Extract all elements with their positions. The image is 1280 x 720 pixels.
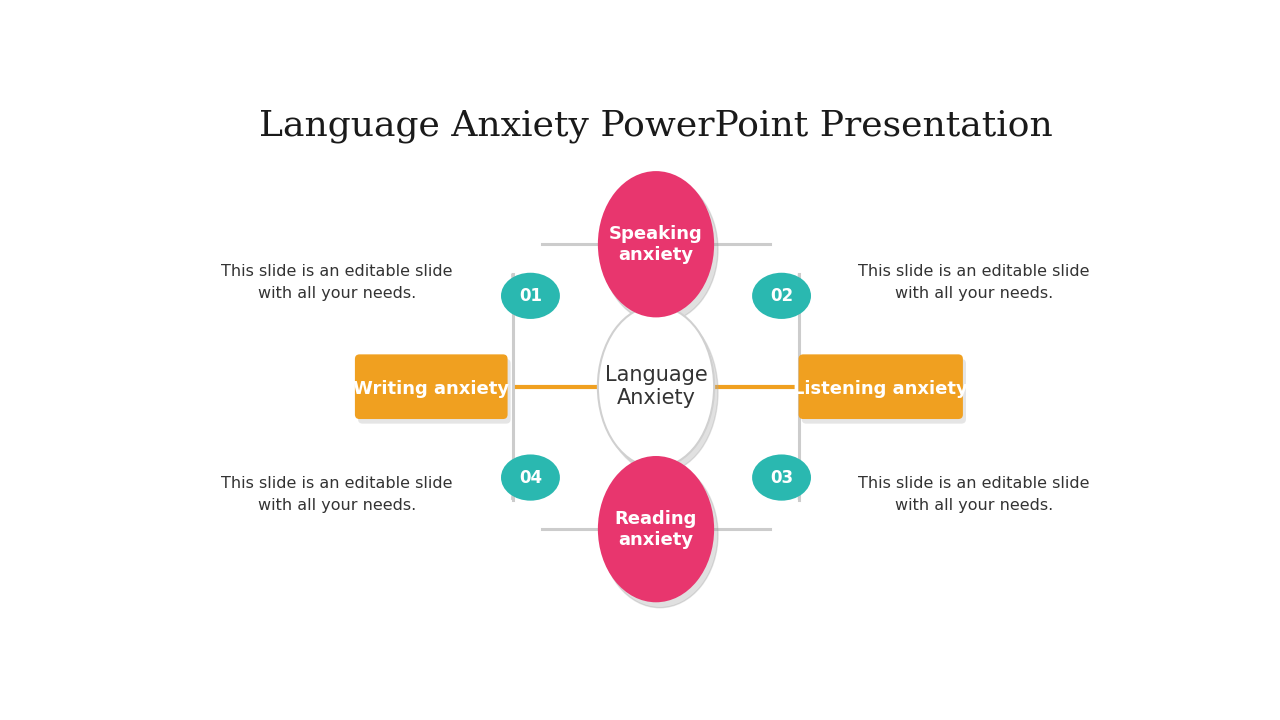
Text: Listening anxiety: Listening anxiety — [794, 380, 968, 398]
Ellipse shape — [753, 273, 812, 319]
Ellipse shape — [598, 456, 714, 603]
Ellipse shape — [500, 273, 559, 319]
Text: This slide is an editable slide
with all your needs.: This slide is an editable slide with all… — [221, 264, 452, 302]
Text: 01: 01 — [518, 287, 541, 305]
FancyBboxPatch shape — [355, 354, 508, 419]
Text: Language
Anxiety: Language Anxiety — [604, 365, 708, 408]
Text: Writing anxiety: Writing anxiety — [353, 380, 509, 398]
Ellipse shape — [598, 171, 714, 318]
Text: Speaking
anxiety: Speaking anxiety — [609, 225, 703, 264]
FancyBboxPatch shape — [358, 359, 511, 423]
Ellipse shape — [602, 462, 718, 608]
Ellipse shape — [602, 311, 718, 473]
Ellipse shape — [500, 454, 559, 500]
Text: This slide is an editable slide
with all your needs.: This slide is an editable slide with all… — [221, 476, 452, 513]
Text: 03: 03 — [771, 469, 794, 487]
Ellipse shape — [753, 454, 812, 500]
Ellipse shape — [598, 306, 714, 467]
FancyBboxPatch shape — [799, 354, 963, 419]
Text: 02: 02 — [771, 287, 794, 305]
Text: Reading
anxiety: Reading anxiety — [614, 510, 698, 549]
Text: This slide is an editable slide
with all your needs.: This slide is an editable slide with all… — [858, 476, 1089, 513]
Text: This slide is an editable slide
with all your needs.: This slide is an editable slide with all… — [858, 264, 1089, 302]
Ellipse shape — [602, 176, 718, 323]
Text: Language Anxiety PowerPoint Presentation: Language Anxiety PowerPoint Presentation — [259, 109, 1053, 143]
FancyBboxPatch shape — [801, 359, 966, 423]
Text: 04: 04 — [518, 469, 541, 487]
